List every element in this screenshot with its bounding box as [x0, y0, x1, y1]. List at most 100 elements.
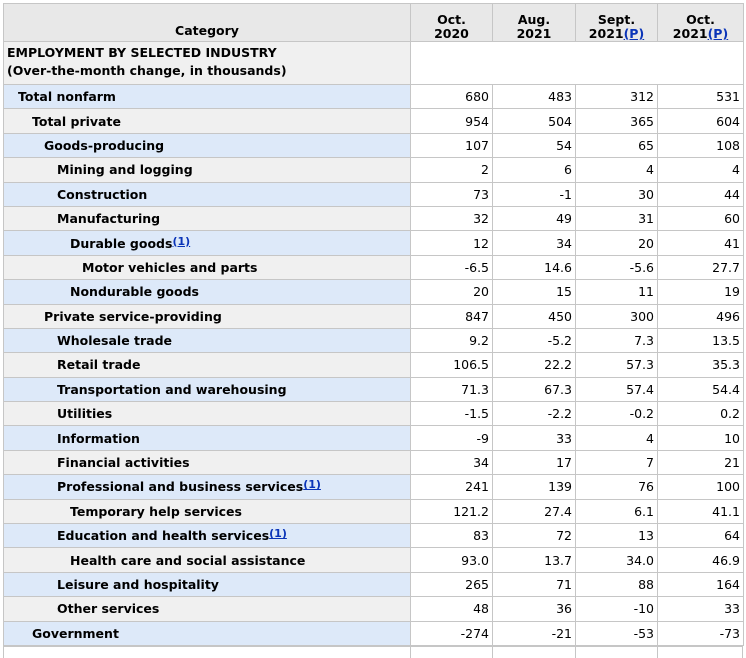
- row-label-text: Durable goods: [70, 235, 173, 251]
- value-cell: 60: [657, 205, 744, 232]
- value-cell: 13: [575, 523, 658, 549]
- row-label-text: Transportation and warehousing: [57, 381, 287, 397]
- row-label-text: Private service-providing: [44, 308, 222, 324]
- value-cell: 12: [410, 230, 493, 256]
- row-label: Mining and logging: [3, 157, 411, 183]
- value-cell: 300: [575, 303, 658, 329]
- value-cell: -1: [492, 181, 576, 207]
- value-cell: 48: [410, 596, 493, 622]
- column-header-sept-2021: Sept. 2021(P): [575, 3, 658, 42]
- value-cell: 35.3: [657, 352, 744, 378]
- value-cell: 36: [492, 596, 576, 622]
- table-row: Information -9 33 4 10: [3, 425, 744, 451]
- value-cell: 72: [492, 523, 576, 549]
- value-cell: -6.5: [410, 254, 493, 281]
- footnote-link[interactable]: (1): [303, 478, 321, 492]
- value-cell: 54.4: [657, 376, 744, 403]
- preliminary-footnote-link[interactable]: (P): [707, 26, 729, 41]
- footnote-marker: (1): [269, 527, 287, 540]
- preliminary-footnote-link[interactable]: (P): [623, 26, 645, 41]
- value-cell: 504: [492, 108, 576, 134]
- table-row: Goods-producing 107 54 65 108: [3, 132, 744, 159]
- value-cell: 41.1: [657, 498, 744, 525]
- table-row: Construction 73 -1 30 44: [3, 181, 744, 207]
- row-label: Total nonfarm: [3, 83, 411, 110]
- value-cell: 9.2: [410, 327, 493, 354]
- footnote-link[interactable]: (1): [269, 527, 287, 541]
- value-cell: 83: [410, 523, 493, 549]
- table-row: Manufacturing 32 49 31 60: [3, 205, 744, 232]
- row-label-text: Information: [57, 430, 140, 446]
- row-label: Information: [3, 425, 411, 451]
- value-cell: 139: [492, 474, 576, 500]
- row-label-text: Total private: [32, 113, 121, 129]
- value-cell: 17: [492, 449, 576, 476]
- value-cell: 15: [492, 279, 576, 305]
- value-cell: -73: [657, 620, 744, 646]
- value-cell: 13.5: [657, 327, 744, 354]
- row-label-text: Financial activities: [57, 455, 190, 471]
- row-label: Wholesale trade: [3, 327, 411, 354]
- value-cell: 65: [575, 132, 658, 159]
- value-cell: 88: [575, 571, 658, 598]
- row-label-text: Government: [32, 625, 119, 641]
- value-cell: 71.3: [410, 376, 493, 403]
- value-cell: -21: [492, 620, 576, 646]
- row-label-text: Mining and logging: [57, 162, 193, 178]
- value-cell: 34.0: [575, 547, 658, 573]
- row-label: Construction: [3, 181, 411, 207]
- next-row-fragment: [3, 646, 743, 658]
- table-row: Nondurable goods 20 15 11 19: [3, 279, 744, 305]
- value-cell: 164: [657, 571, 744, 598]
- row-label-text: Temporary help services: [70, 503, 242, 519]
- table-row: Professional and business services(1) 241…: [3, 474, 744, 500]
- value-cell: 4: [657, 157, 744, 183]
- row-label-text: Wholesale trade: [57, 333, 173, 349]
- row-label-text: Total nonfarm: [18, 89, 116, 105]
- value-cell: 680: [410, 83, 493, 110]
- table-row: Private service-providing 847 450 300 496: [3, 303, 744, 329]
- table-row: Transportation and warehousing 71.3 67.3 57…: [3, 376, 744, 403]
- footnote-marker: (1): [172, 235, 190, 248]
- value-cell: -53: [575, 620, 658, 646]
- value-cell: 450: [492, 303, 576, 329]
- table-row: Wholesale trade 9.2 -5.2 7.3 13.5: [3, 327, 744, 354]
- row-label-text: Construction: [57, 186, 148, 202]
- row-label: Nondurable goods: [3, 279, 411, 305]
- value-cell: -5.6: [575, 254, 658, 281]
- value-cell: 21: [657, 449, 744, 476]
- value-cell: 2: [410, 157, 493, 183]
- value-cell: 49: [492, 205, 576, 232]
- value-cell: -5.2: [492, 327, 576, 354]
- section-row: EMPLOYMENT BY SELECTED INDUSTRY (Over-th…: [3, 41, 744, 85]
- row-label: Transportation and warehousing: [3, 376, 411, 403]
- footnote-link[interactable]: (1): [172, 234, 191, 248]
- row-label: Temporary help services: [3, 498, 411, 525]
- value-cell: 14.6: [492, 254, 576, 281]
- row-label: Financial activities: [3, 449, 411, 476]
- value-cell: 27.4: [492, 498, 576, 525]
- value-cell: 13.7: [492, 547, 576, 573]
- value-cell: 93.0: [410, 547, 493, 573]
- value-cell: 34: [492, 230, 576, 256]
- value-cell: 531: [657, 83, 744, 110]
- table-row: Temporary help services 121.2 27.4 6.1 41.1: [3, 498, 744, 525]
- row-label: Government: [3, 620, 411, 646]
- value-cell: 11: [575, 279, 658, 305]
- header-row: Category Oct. 2020 Aug. 2021 Sept. 2021(…: [3, 3, 744, 42]
- row-label-text: Leisure and hospitality: [57, 577, 219, 592]
- value-cell: 57.4: [575, 376, 658, 403]
- value-cell: -1.5: [410, 401, 493, 427]
- value-cell: 6.1: [575, 498, 658, 525]
- table-row: Total nonfarm 680 483 312 531: [3, 83, 744, 110]
- value-cell: 44: [657, 181, 744, 207]
- value-cell: 22.2: [492, 352, 576, 378]
- row-label-text: Retail trade: [57, 357, 141, 373]
- value-cell: 46.9: [657, 547, 744, 573]
- value-cell: 107: [410, 132, 493, 159]
- value-cell: 365: [575, 108, 658, 134]
- row-label-text: Manufacturing: [57, 211, 161, 227]
- row-label: Motor vehicles and parts: [3, 254, 411, 281]
- table-row: Financial activities 34 17 7 21: [3, 449, 744, 476]
- table-row: Total private 954 504 365 604: [3, 108, 744, 134]
